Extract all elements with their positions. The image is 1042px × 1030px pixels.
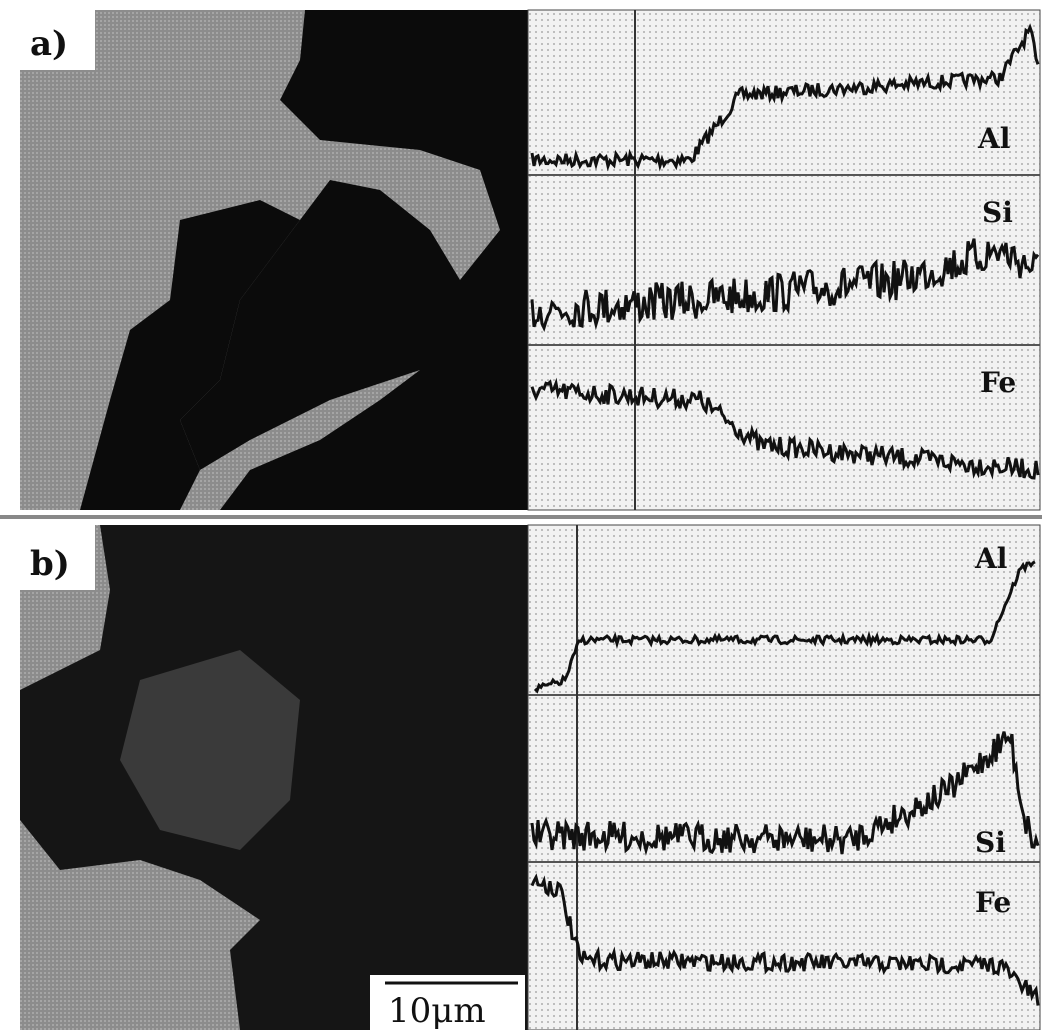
element-label: Al xyxy=(977,122,1010,155)
element-label: Fe xyxy=(980,366,1016,399)
line-scan xyxy=(530,23,1040,172)
line-scan xyxy=(530,873,1040,1006)
line-scan xyxy=(530,377,1040,480)
panel-label: b) xyxy=(30,544,70,584)
element-label: Si xyxy=(975,826,1006,859)
line-scan xyxy=(533,560,1036,694)
micrograph-b: b) 10μm xyxy=(20,525,528,1030)
panel-label: a) xyxy=(30,24,68,64)
micrograph-a: a) xyxy=(20,10,528,510)
element-label: Si xyxy=(982,196,1013,229)
element-label: Fe xyxy=(975,886,1011,919)
scale-bar-label: 10μm xyxy=(388,991,486,1030)
profiles: Al Si Fe Al Si Fe xyxy=(0,9,1042,1030)
line-scan xyxy=(530,731,1040,856)
line-scan xyxy=(530,238,1040,332)
element-label: Al xyxy=(974,542,1007,575)
